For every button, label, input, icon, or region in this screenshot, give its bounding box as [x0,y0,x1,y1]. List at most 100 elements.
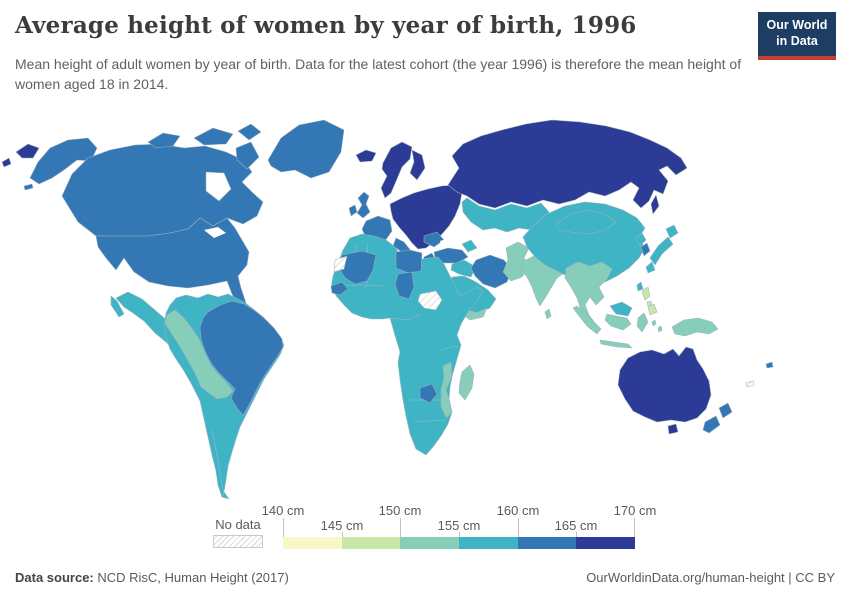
region-greenland[interactable] [267,119,345,179]
region-arctic-islands[interactable] [193,127,234,146]
region-levant-iraq[interactable] [450,259,477,278]
region-baffin[interactable] [235,141,260,170]
legend-tick-label: 150 cm [378,503,422,518]
region-philippines[interactable] [641,286,651,301]
region-mozambique[interactable] [440,361,453,419]
region-madagascar[interactable] [458,364,475,401]
legend-tick [634,518,635,537]
region-japan[interactable] [665,224,679,239]
region-borneo-malaysia[interactable] [609,301,633,317]
legend-bin-150-155[interactable] [400,537,460,549]
world-map-svg [1,119,774,500]
region-australia[interactable] [617,346,712,423]
legend-no-data-label: No data [215,517,261,532]
legend-tick-label: 170 cm [613,503,657,518]
region-new-zealand[interactable] [718,402,733,419]
region-iceland[interactable] [355,149,377,163]
region-arctic-islands[interactable] [147,132,181,149]
legend-tick [576,532,577,537]
region-brazil[interactable] [199,300,284,416]
region-finland[interactable] [409,149,426,181]
legend-tick-label: 165 cm [554,518,598,533]
region-new-zealand[interactable] [702,415,721,434]
owid-logo[interactable]: Our World in Data [758,12,836,61]
region-libya[interactable] [395,249,423,274]
region-taiwan[interactable] [636,281,644,292]
border-east-africa [439,345,459,351]
region-moluccas[interactable] [657,325,663,333]
owid-logo-line2: in Data [776,33,818,48]
legend-tick-label: 145 cm [320,518,364,533]
region-southeast-asia[interactable] [564,261,613,329]
border-central-africa [389,313,421,321]
region-tasmania[interactable] [667,423,679,435]
region-mali[interactable] [338,250,377,285]
data-source: Data source: NCD RisC, Human Height (201… [15,570,289,585]
legend-tick-label: 160 cm [496,503,540,518]
region-western-sahara[interactable] [333,255,348,273]
region-new-caledonia[interactable] [745,380,755,388]
region-russia-wrap[interactable] [1,157,12,168]
legend-no-data-swatch[interactable] [213,535,263,548]
region-moluccas[interactable] [651,319,657,327]
legend-tick [342,532,343,537]
region-fiji[interactable] [765,361,774,369]
legend-bin-160-165[interactable] [517,537,577,549]
region-philippines[interactable] [647,303,658,316]
region-aleutians[interactable] [23,183,34,191]
footer-link[interactable]: OurWorldinData.org/human-height | CC BY [586,570,835,585]
region-balkans[interactable] [423,231,445,248]
border-southern-africa [413,419,447,423]
legend-bin-165-170[interactable] [576,537,636,549]
region-russia[interactable] [447,119,688,209]
region-canada[interactable] [61,143,264,237]
border-argentina-chile [211,429,225,497]
legend-tick-label: 140 cm [261,503,305,518]
region-iran[interactable] [470,254,513,289]
region-japan[interactable] [645,261,656,274]
data-source-text: NCD RisC, Human Height (2017) [93,570,289,585]
region-central-europe[interactable] [389,184,463,250]
region-sulawesi[interactable] [636,312,649,333]
world-map [0,100,850,500]
region-south-sudan[interactable] [417,290,443,311]
region-sri-lanka[interactable] [544,308,552,320]
legend-tick-label: 155 cm [437,518,481,533]
region-alaska[interactable] [29,137,98,185]
legend-bin-155-160[interactable] [459,537,518,549]
legend-tick [518,518,519,537]
legend-tick [459,532,460,537]
region-japan[interactable] [649,236,674,266]
region-chad[interactable] [394,271,415,300]
legend-tick [283,518,284,537]
legend-bin-145-150[interactable] [341,537,401,549]
legend-bin-140-145[interactable] [283,537,342,549]
region-united-kingdom[interactable] [356,191,371,219]
region-north-korea[interactable] [635,232,647,247]
region-ireland[interactable] [348,204,358,217]
region-andes[interactable] [164,309,234,400]
region-senegal[interactable] [330,281,349,296]
region-mongolia[interactable] [555,209,617,235]
region-sakhalin[interactable] [650,194,660,215]
region-scandinavia[interactable] [380,141,413,199]
owid-logo-line1: Our World [766,18,828,32]
page-title: Average height of women by year of birth… [15,12,637,39]
region-south-korea[interactable] [640,242,651,257]
legend-tick [400,518,401,537]
legend-color-bar [283,537,636,549]
region-botswana[interactable] [419,383,438,404]
chart-subtitle: Mean height of adult women by year of bi… [15,56,742,93]
region-caucasus[interactable] [461,239,478,253]
region-arctic-islands[interactable] [237,123,262,141]
region-java[interactable] [599,339,633,349]
region-new-guinea[interactable] [671,317,719,337]
region-baja[interactable] [110,295,125,318]
region-russia-wrap[interactable] [15,143,40,159]
region-borneo-indonesia[interactable] [604,313,632,331]
region-sumatra[interactable] [572,305,602,335]
region-united-states[interactable] [95,217,250,308]
black-sea [440,236,465,249]
data-source-label: Data source: [15,570,94,585]
